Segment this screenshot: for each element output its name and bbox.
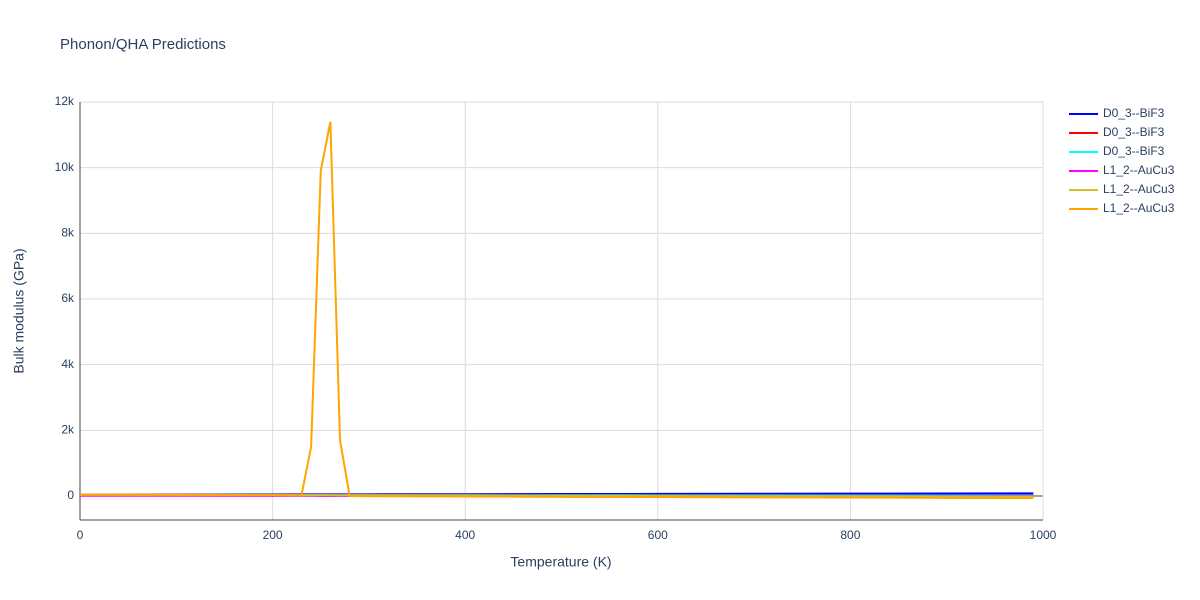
chart-title: Phonon/QHA Predictions — [60, 36, 226, 53]
x-tick-label: 600 — [648, 528, 668, 542]
x-tick-label: 400 — [455, 528, 475, 542]
x-tick-label: 200 — [263, 528, 283, 542]
legend-label: L1_2--AuCu3 — [1103, 182, 1175, 196]
y-tick-label: 0 — [67, 488, 74, 502]
y-tick-label: 4k — [61, 357, 75, 371]
legend-label: L1_2--AuCu3 — [1103, 163, 1175, 177]
x-tick-label: 0 — [77, 528, 84, 542]
y-tick-label: 2k — [61, 423, 75, 437]
legend-label: D0_3--BiF3 — [1103, 125, 1165, 139]
x-tick-label: 1000 — [1030, 528, 1057, 542]
series-line — [79, 121, 1034, 499]
y-tick-label: 12k — [55, 94, 75, 108]
y-tick-label: 10k — [55, 160, 75, 174]
legend-label: D0_3--BiF3 — [1103, 106, 1165, 120]
y-tick-label: 8k — [61, 226, 75, 240]
legend-label: D0_3--BiF3 — [1103, 144, 1165, 158]
legend-label: L1_2--AuCu3 — [1103, 201, 1175, 215]
y-axis-label: Bulk modulus (GPa) — [11, 248, 27, 373]
x-tick-label: 800 — [840, 528, 860, 542]
y-tick-label: 6k — [61, 291, 75, 305]
x-axis-label: Temperature (K) — [510, 554, 611, 570]
